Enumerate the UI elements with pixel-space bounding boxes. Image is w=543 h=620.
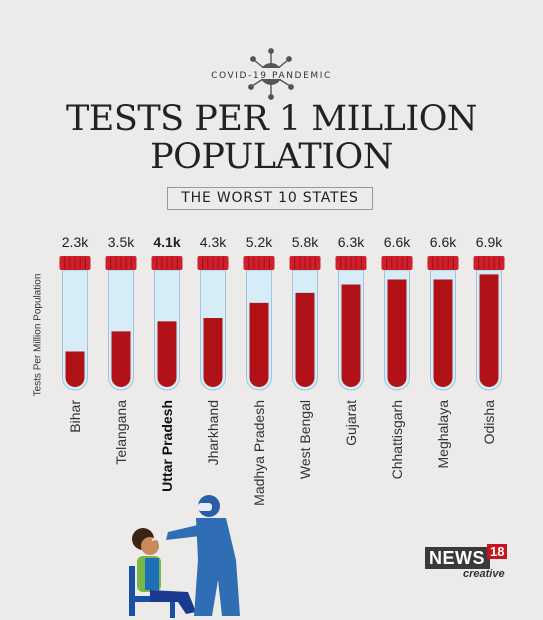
bar-fill — [111, 331, 131, 387]
data-label: 2.3k — [62, 234, 89, 250]
bar-fill — [387, 279, 407, 387]
data-label: 3.5k — [108, 234, 135, 250]
bar-fill — [65, 351, 85, 387]
data-label: 5.8k — [292, 234, 319, 250]
category-label: Odisha — [481, 400, 497, 445]
data-label: 6.3k — [338, 234, 365, 250]
brand-number: 18 — [487, 544, 508, 559]
virus-icon — [246, 48, 296, 100]
category-label: Chhattisgarh — [389, 400, 405, 479]
kicker-text: COVID-19 PANDEMIC — [211, 71, 332, 81]
category-label: Meghalaya — [435, 400, 451, 469]
data-label: 5.2k — [246, 234, 273, 250]
bar-fill — [249, 302, 269, 387]
category-label: Bihar — [67, 400, 83, 433]
category-label: Telangana — [113, 400, 129, 465]
data-label: 6.6k — [384, 234, 411, 250]
title-line-1: TESTS PER 1 MILLION — [65, 99, 478, 139]
subtitle-box: THE WORST 10 STATES — [167, 187, 373, 210]
data-label: 6.6k — [430, 234, 457, 250]
bar-fill — [203, 317, 223, 387]
bar-fill — [341, 284, 361, 387]
page-title: TESTS PER 1 MILLION POPULATION — [0, 100, 543, 176]
brand-sub: creative — [463, 568, 505, 580]
category-label: Madhya Pradesh — [251, 400, 267, 506]
category-label: Gujarat — [343, 400, 359, 446]
brand-name: NEWS — [425, 547, 490, 569]
data-label: 4.1k — [153, 234, 180, 250]
category-label: Jharkhand — [205, 400, 221, 465]
data-label: 4.3k — [200, 234, 227, 250]
bar-fill — [479, 274, 499, 387]
bar-fill — [433, 279, 453, 387]
bar-fill — [157, 321, 177, 387]
category-label: West Bengal — [297, 400, 313, 479]
bar-fill — [295, 292, 315, 387]
data-label: 6.9k — [476, 234, 503, 250]
category-label: Uttar Pradesh — [159, 400, 175, 492]
title-line-2: POPULATION — [150, 137, 393, 177]
